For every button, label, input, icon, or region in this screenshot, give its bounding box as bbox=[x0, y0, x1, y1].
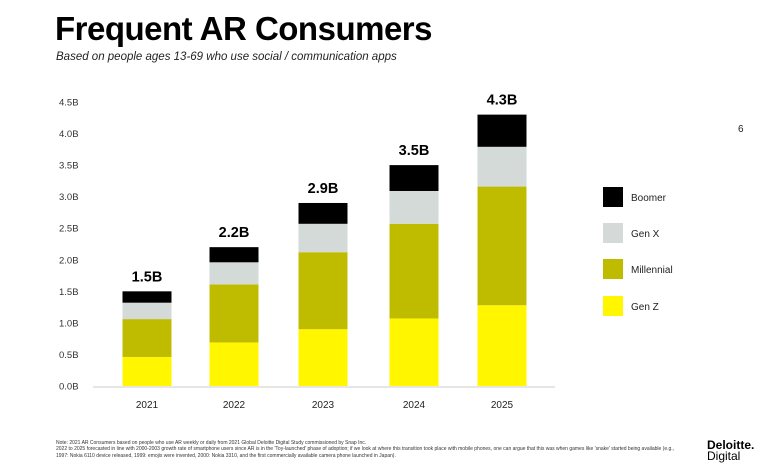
bar-segment-gen-z bbox=[389, 318, 439, 386]
bar-segment-gen-x bbox=[298, 223, 348, 253]
y-tick-label: 1.0B bbox=[59, 318, 79, 329]
bar-segment-gen-z bbox=[122, 356, 172, 386]
bar-total-label: 2.2B bbox=[219, 225, 250, 241]
legend-label: Gen X bbox=[631, 229, 660, 240]
page-title: Frequent AR Consumers bbox=[55, 10, 433, 47]
bar-segment-boomer bbox=[122, 291, 172, 303]
y-tick-label: 2.0B bbox=[59, 255, 79, 266]
bar-segment-gen-x bbox=[389, 190, 439, 224]
bar-segment-gen-x bbox=[122, 302, 172, 320]
y-tick-label: 0.0B bbox=[59, 382, 79, 393]
logo-line-1: Deloitte. bbox=[707, 438, 755, 452]
y-tick-label: 3.0B bbox=[59, 192, 79, 203]
bar-segment-millennial bbox=[122, 319, 172, 357]
legend-label: Gen Z bbox=[631, 302, 659, 313]
footnote-line-2: 2022 to 2025 forecasted in line with 200… bbox=[56, 446, 675, 459]
bar-total-label: 2.9B bbox=[308, 181, 339, 197]
y-tick-label: 0.5B bbox=[59, 350, 79, 361]
x-tick-label: 2021 bbox=[136, 400, 159, 411]
bar-segment-millennial bbox=[298, 252, 348, 330]
bar-segment-gen-z bbox=[477, 305, 527, 386]
bar-segment-boomer bbox=[389, 165, 439, 191]
bar-segment-millennial bbox=[477, 186, 527, 306]
bar-total-label: 3.5B bbox=[399, 143, 430, 159]
page-subtitle: Based on people ages 13-69 who use socia… bbox=[56, 51, 397, 63]
bar-segment-boomer bbox=[298, 202, 348, 224]
legend-swatch bbox=[603, 296, 623, 316]
legend-label: Boomer bbox=[631, 193, 667, 204]
legend-swatch bbox=[603, 187, 623, 207]
bar-segment-boomer bbox=[209, 247, 259, 263]
legend-swatch bbox=[603, 223, 623, 243]
logo-line-2: Digital bbox=[707, 449, 741, 463]
bar-segment-gen-z bbox=[298, 329, 348, 386]
legend-swatch bbox=[603, 259, 623, 279]
deloitte-digital-logo: Deloitte. Digital bbox=[707, 438, 755, 463]
y-tick-label: 4.0B bbox=[59, 129, 79, 140]
bar-total-label: 4.3B bbox=[487, 93, 518, 109]
page-number: 6 bbox=[738, 124, 744, 135]
y-tick-label: 2.5B bbox=[59, 224, 79, 235]
x-tick-label: 2025 bbox=[491, 400, 514, 411]
bar-segment-millennial bbox=[389, 223, 439, 319]
footnote-line-1: Note: 2021 AR Consumers based on people … bbox=[56, 440, 367, 446]
bar-segment-millennial bbox=[209, 284, 259, 343]
x-tick-label: 2023 bbox=[312, 400, 335, 411]
x-tick-label: 2024 bbox=[403, 400, 426, 411]
bar-segment-gen-x bbox=[209, 262, 259, 285]
bar-segment-boomer bbox=[477, 114, 527, 147]
bar-segment-gen-z bbox=[209, 342, 259, 386]
y-tick-label: 1.5B bbox=[59, 287, 79, 298]
legend-label: Millennial bbox=[631, 265, 673, 276]
x-tick-label: 2022 bbox=[223, 400, 246, 411]
bar-total-label: 1.5B bbox=[132, 269, 163, 285]
y-tick-label: 3.5B bbox=[59, 161, 79, 172]
bar-segment-gen-x bbox=[477, 146, 527, 187]
footnote: Note: 2021 AR Consumers based on people … bbox=[56, 440, 676, 459]
y-tick-label: 4.5B bbox=[59, 98, 79, 109]
